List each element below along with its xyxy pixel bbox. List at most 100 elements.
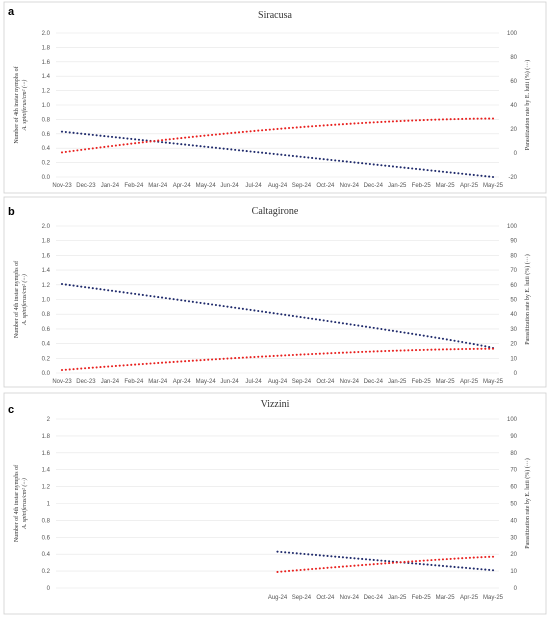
- data-point: [345, 351, 348, 354]
- data-point: [280, 570, 283, 573]
- data-point: [118, 290, 121, 293]
- data-point: [457, 566, 460, 569]
- data-point: [384, 559, 387, 563]
- data-point: [426, 348, 429, 351]
- data-point: [114, 290, 117, 293]
- x-tick-label: Mar-24: [148, 379, 168, 385]
- x-tick-label: Dec-23: [76, 183, 96, 189]
- data-point: [157, 296, 160, 299]
- data-point: [468, 556, 471, 559]
- x-tick-label: Dec-24: [364, 595, 384, 601]
- data-point: [157, 139, 160, 142]
- data-point: [291, 126, 294, 129]
- data-point: [472, 567, 475, 570]
- data-point: [341, 322, 344, 325]
- data-point: [326, 158, 329, 161]
- data-point: [64, 131, 67, 134]
- data-point: [149, 140, 152, 143]
- data-point: [434, 118, 437, 121]
- y2-tick-label: 40: [510, 518, 517, 524]
- data-point: [368, 563, 371, 566]
- data-point: [195, 301, 198, 304]
- data-point: [280, 550, 283, 554]
- data-point: [345, 322, 348, 325]
- data-point: [418, 562, 421, 565]
- data-point: [272, 152, 275, 155]
- data-point: [149, 294, 152, 298]
- data-point: [307, 553, 310, 556]
- data-point: [364, 563, 368, 566]
- data-point: [261, 355, 264, 358]
- data-point: [399, 166, 402, 169]
- data-point: [234, 131, 237, 134]
- data-point: [384, 120, 387, 123]
- data-point: [411, 562, 414, 565]
- data-point: [130, 137, 133, 140]
- x-tick-label: Feb-25: [412, 183, 432, 189]
- data-point: [311, 156, 314, 160]
- data-point: [449, 171, 452, 174]
- data-point: [491, 347, 495, 350]
- data-point: [422, 563, 425, 566]
- data-point: [438, 348, 441, 351]
- data-point: [161, 296, 164, 299]
- data-point: [87, 286, 90, 289]
- data-point: [414, 333, 418, 336]
- data-point: [480, 556, 483, 559]
- series-parasitization-rate: [60, 117, 495, 154]
- y-tick-label: 0: [47, 586, 51, 592]
- x-tick-label: Dec-24: [364, 183, 384, 189]
- data-point: [484, 117, 487, 120]
- data-point: [295, 315, 298, 318]
- data-point: [441, 564, 445, 567]
- data-point: [307, 317, 310, 320]
- data-point: [353, 557, 356, 560]
- data-point: [330, 158, 333, 162]
- data-point: [311, 353, 314, 356]
- data-point: [203, 145, 206, 148]
- data-point: [384, 164, 387, 167]
- data-point: [134, 138, 137, 141]
- data-point: [303, 125, 306, 128]
- x-tick-label: Oct-24: [316, 379, 335, 385]
- data-point: [361, 557, 364, 561]
- data-point: [218, 133, 221, 136]
- data-point: [218, 304, 221, 307]
- data-point: [245, 356, 248, 359]
- data-point: [468, 117, 471, 120]
- data-point: [484, 555, 487, 559]
- data-point: [430, 348, 433, 351]
- y-tick-label: 1.4: [42, 74, 51, 80]
- data-point: [441, 337, 445, 340]
- data-point: [318, 352, 321, 355]
- data-point: [311, 553, 314, 556]
- data-point: [130, 363, 133, 366]
- data-point: [472, 173, 475, 177]
- data-point: [364, 162, 368, 165]
- data-point: [314, 553, 318, 557]
- data-point: [230, 306, 233, 309]
- data-point: [76, 132, 79, 135]
- data-point: [391, 120, 395, 123]
- data-point: [291, 551, 294, 555]
- data-point: [237, 356, 241, 359]
- y2-tick-label: 100: [507, 224, 518, 230]
- data-point: [145, 140, 148, 143]
- y2-axis-label: Parasitization rate by E. lutii (%) (···…: [524, 254, 531, 344]
- data-point: [414, 349, 418, 352]
- data-point: [122, 291, 125, 294]
- data-point: [91, 133, 94, 136]
- data-point: [430, 563, 433, 566]
- data-point: [368, 350, 371, 353]
- data-point: [257, 355, 260, 358]
- x-tick-label: Sep-24: [292, 183, 312, 189]
- x-tick-label: Jan-25: [388, 183, 407, 189]
- data-point: [338, 351, 341, 354]
- data-point: [134, 363, 137, 366]
- y2-tick-label: 30: [510, 327, 517, 333]
- data-point: [349, 160, 352, 164]
- data-point: [195, 135, 198, 138]
- data-point: [284, 354, 287, 357]
- y-tick-label: 0.8: [42, 117, 51, 123]
